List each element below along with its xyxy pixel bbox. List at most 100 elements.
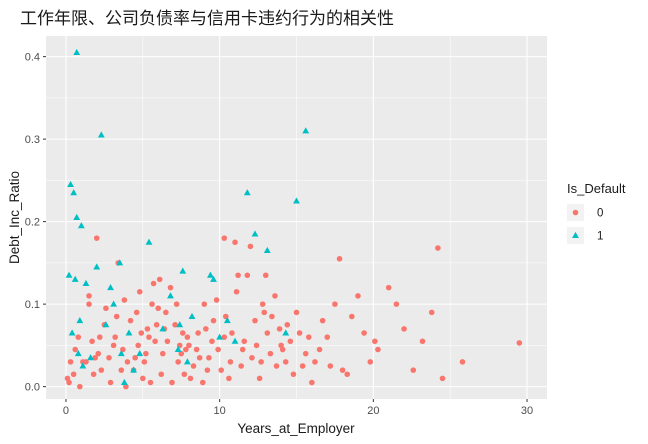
data-point-series-0 [262, 272, 269, 279]
data-point-series-0 [67, 359, 74, 365]
data-point-series-1 [107, 284, 114, 291]
data-point-series-0 [232, 239, 238, 246]
data-points [64, 48, 523, 390]
data-point-series-0 [90, 371, 97, 378]
data-point-series-0 [118, 367, 125, 373]
data-point-series-0 [196, 354, 203, 361]
x-tick-label: 0 [63, 405, 69, 417]
data-point-series-0 [106, 354, 112, 361]
y-tick-label: 0.2 [25, 217, 40, 229]
data-point-series-0 [209, 338, 215, 345]
data-point-series-0 [72, 346, 78, 353]
data-point-series-0 [184, 334, 191, 340]
data-point-series-0 [267, 350, 274, 357]
data-point-series-0 [305, 334, 312, 340]
data-point-series-0 [287, 338, 294, 345]
data-point-series-0 [258, 359, 264, 365]
data-point-series-0 [169, 379, 175, 386]
data-point-series-0 [77, 383, 83, 390]
data-point-series-0 [299, 363, 306, 369]
data-point-series-0 [172, 321, 178, 328]
data-point-series-0 [66, 379, 72, 386]
data-point-series-0 [247, 243, 254, 250]
data-point-series-0 [312, 359, 318, 365]
data-point-series-0 [238, 363, 244, 369]
data-point-series-0 [309, 379, 315, 386]
data-point-series-1 [207, 271, 214, 278]
data-point-series-1 [263, 246, 271, 254]
data-point-series-0 [272, 293, 278, 299]
data-point-series-0 [146, 334, 152, 340]
data-point-series-0 [135, 342, 142, 349]
data-point-series-0 [256, 375, 263, 382]
data-point-series-0 [227, 359, 234, 365]
data-point-series-1 [87, 354, 94, 361]
data-point-series-1 [251, 230, 259, 237]
data-point-series-1 [159, 325, 167, 332]
data-point-series-0 [249, 354, 255, 361]
minor-gridlines [46, 36, 547, 399]
legend-symbol-0 [572, 209, 579, 216]
chart-title: 工作年限、公司负债率与信用卡违约行为的相关性 [20, 9, 394, 29]
data-point-series-1 [231, 337, 239, 344]
data-point-series-1 [74, 350, 82, 357]
data-point-series-0 [226, 375, 232, 382]
data-point-series-0 [282, 359, 289, 365]
data-point-series-0 [269, 313, 275, 320]
data-point-series-1 [282, 329, 290, 336]
data-point-series-0 [83, 359, 89, 365]
data-point-series-0 [435, 245, 441, 251]
data-point-series-0 [147, 379, 154, 386]
data-point-series-1 [76, 317, 84, 324]
data-point-series-0 [264, 330, 271, 336]
data-point-series-1 [102, 321, 110, 328]
data-point-series-0 [293, 309, 300, 316]
data-point-series-1 [70, 189, 78, 196]
data-point-series-0 [179, 330, 186, 336]
data-point-series-1 [73, 213, 81, 221]
data-point-series-0 [349, 313, 355, 320]
data-point-series-0 [92, 354, 98, 361]
data-point-series-0 [393, 301, 400, 307]
data-point-series-1 [216, 333, 224, 340]
data-point-series-1 [176, 321, 184, 328]
data-point-series-1 [77, 222, 85, 229]
data-point-series-0 [136, 288, 143, 295]
data-point-series-0 [156, 276, 163, 283]
data-point-series-0 [158, 371, 165, 378]
data-point-series-0 [372, 338, 378, 345]
data-point-series-0 [132, 354, 138, 361]
data-point-series-0 [113, 313, 120, 320]
data-point-series-0 [324, 334, 331, 340]
data-point-series-0 [201, 301, 208, 307]
x-tick-label: 30 [521, 405, 533, 417]
legend-items: 01 [567, 204, 603, 244]
data-point-series-1 [71, 275, 79, 282]
y-tick-labels: 0.0 0.1 0.2 0.3 0.4 [25, 52, 40, 394]
data-point-series-0 [218, 367, 224, 373]
data-point-series-1 [116, 259, 124, 266]
data-point-series-1 [179, 267, 187, 274]
data-point-series-1 [167, 292, 174, 299]
data-point-series-0 [239, 346, 246, 353]
data-point-series-0 [221, 235, 228, 241]
data-point-series-0 [367, 359, 374, 365]
data-point-series-0 [138, 330, 145, 336]
y-tick-label: 0.0 [25, 382, 40, 394]
data-point-series-0 [428, 309, 435, 316]
data-point-series-0 [419, 338, 426, 345]
data-point-series-0 [516, 340, 523, 346]
data-point-series-1 [145, 238, 153, 245]
data-point-series-0 [210, 317, 217, 324]
data-point-series-0 [290, 371, 297, 378]
data-point-series-0 [195, 330, 201, 336]
data-point-series-0 [164, 338, 171, 345]
data-point-series-0 [153, 321, 160, 328]
data-point-series-0 [206, 354, 212, 361]
data-point-series-0 [178, 350, 185, 357]
data-point-series-0 [199, 379, 206, 386]
data-point-series-0 [229, 330, 235, 336]
data-point-series-0 [375, 346, 381, 353]
data-point-series-0 [339, 367, 346, 373]
data-point-series-0 [112, 334, 118, 340]
